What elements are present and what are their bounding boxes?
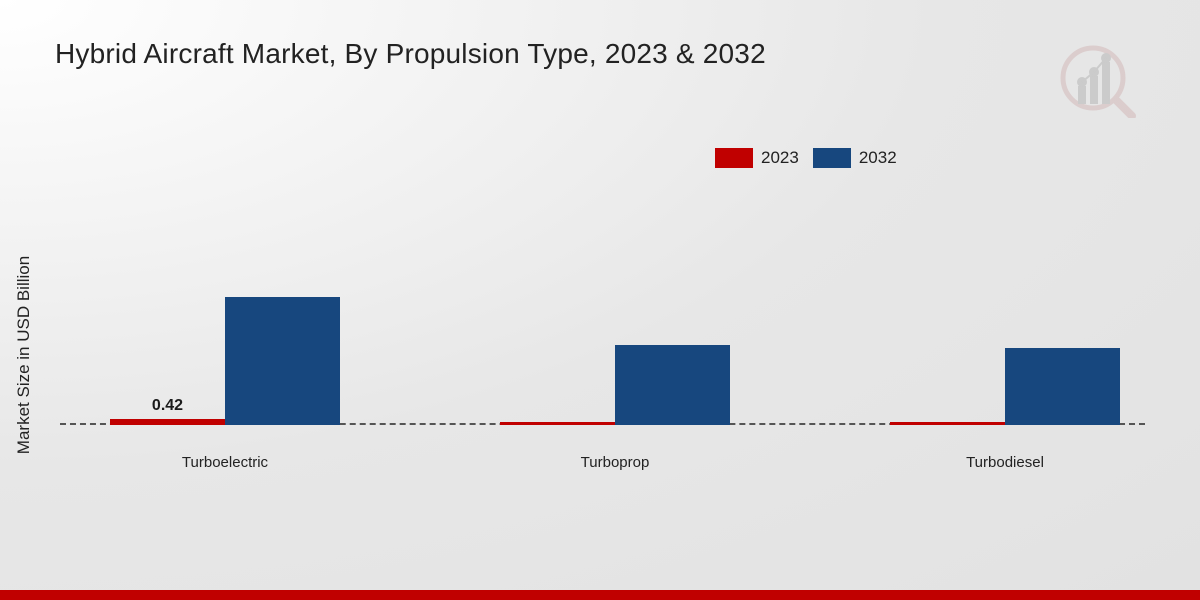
legend-item-2023: 2023 xyxy=(715,148,799,168)
bar-2032-turboprop[interactable] xyxy=(615,345,730,425)
bar-2023-turboprop[interactable] xyxy=(500,422,615,425)
bar-value-label-turboelectric: 0.42 xyxy=(152,397,183,415)
bar-2032-turbodiesel[interactable] xyxy=(1005,348,1120,425)
footer-accent-bar xyxy=(0,590,1200,600)
chart-plot-area: 0.42 Turboelectric Turboprop Turbodiesel xyxy=(60,170,1170,425)
chart-page: Hybrid Aircraft Market, By Propulsion Ty… xyxy=(0,0,1200,600)
category-group-2: Turbodiesel xyxy=(900,348,1110,425)
category-group-0: 0.42 Turboelectric xyxy=(120,297,330,425)
chart-title: Hybrid Aircraft Market, By Propulsion Ty… xyxy=(55,38,766,70)
bar-2023-turbodiesel[interactable] xyxy=(890,422,1005,425)
category-label-turboprop: Turboprop xyxy=(550,454,680,473)
legend-label-2023: 2023 xyxy=(761,148,799,168)
legend-label-2032: 2032 xyxy=(859,148,897,168)
bar-2023-turboelectric[interactable]: 0.42 xyxy=(110,419,225,425)
chart-legend: 2023 2032 xyxy=(715,148,897,168)
category-group-1: Turboprop xyxy=(510,345,720,425)
company-logo-icon xyxy=(1050,30,1145,125)
legend-item-2032: 2032 xyxy=(813,148,897,168)
bar-2032-turboelectric[interactable] xyxy=(225,297,340,425)
y-axis-label: Market Size in USD Billion xyxy=(14,190,34,520)
legend-swatch-2023 xyxy=(715,148,753,168)
category-label-turboelectric: Turboelectric xyxy=(160,454,290,473)
legend-swatch-2032 xyxy=(813,148,851,168)
category-label-turbodiesel: Turbodiesel xyxy=(940,454,1070,473)
